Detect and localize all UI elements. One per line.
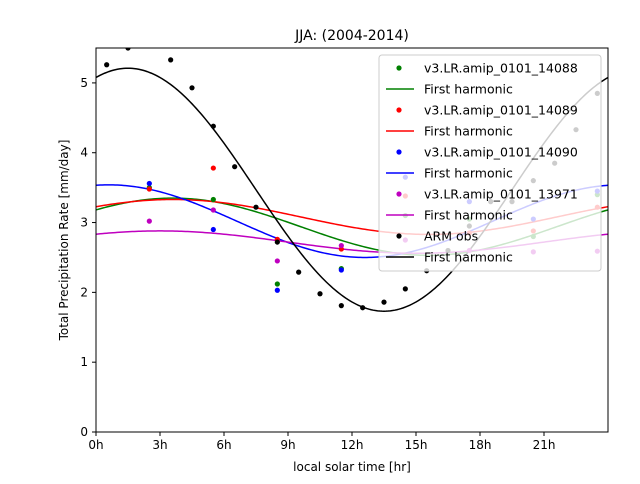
legend-marker-1: [396, 107, 402, 113]
x-tick-label-0: 0h: [88, 438, 103, 452]
data-point-4-10: [338, 303, 344, 309]
legend-label-6: v3.LR.amip_0101_13971: [424, 187, 578, 202]
legend-label-8: ARM obs: [424, 229, 478, 244]
data-point-4-0: [104, 62, 110, 68]
legend-box: [378, 54, 602, 272]
x-axis: 0h 3h 6h 9h 12h 15h 18h 21h: [88, 432, 555, 452]
data-point-0-1: [210, 196, 216, 203]
x-tick-label-7: 21h: [533, 438, 556, 452]
legend-label-2: v3.LR.amip_0101_14089: [424, 103, 578, 118]
data-point-4-12: [381, 299, 387, 305]
x-tick-label-2: 6h: [216, 438, 231, 452]
y-axis: 0 1 2 3 4 5: [80, 76, 96, 439]
data-point-4-1: [125, 48, 131, 51]
data-point-4-3: [189, 85, 195, 91]
y-tick-label-1: 1: [80, 355, 88, 369]
legend-label-1: First harmonic: [424, 82, 513, 97]
x-tick-label-3: 9h: [280, 438, 295, 452]
legend-marker-0: [396, 65, 402, 71]
y-tick-label-2: 2: [80, 285, 88, 299]
x-axis-label: local solar time [hr]: [293, 460, 411, 474]
data-point-4-11: [360, 305, 366, 311]
y-axis-label: Total Precipitation Rate [mm/day]: [57, 140, 71, 342]
data-point-1-1: [210, 165, 216, 171]
x-tick-label-4: 12h: [341, 438, 364, 452]
data-point-2-3: [338, 267, 344, 273]
x-tick-label-1: 3h: [152, 438, 167, 452]
data-point-4-13: [402, 286, 408, 292]
legend-label-9: First harmonic: [424, 250, 513, 265]
data-point-4-7: [274, 239, 280, 245]
legend-marker-3: [396, 191, 402, 197]
x-tick-label-5: 15h: [405, 438, 428, 452]
legend-label-3: First harmonic: [424, 124, 513, 139]
chart-title: JJA: (2004-2014): [294, 28, 409, 44]
data-point-3-0: [146, 218, 152, 224]
y-tick-label-3: 3: [80, 216, 88, 230]
data-point-3-3: [338, 242, 344, 249]
y-tick-label-5: 5: [80, 76, 88, 90]
data-point-4-8: [296, 269, 302, 275]
data-point-4-2: [168, 57, 174, 63]
data-point-1-0: [146, 186, 152, 192]
x-tick-label-6: 18h: [469, 438, 492, 452]
y-tick-label-4: 4: [80, 146, 88, 160]
data-point-2-2: [274, 287, 280, 293]
legend-label-7: First harmonic: [424, 208, 513, 223]
data-point-2-1: [210, 226, 216, 233]
y-tick-label-0: 0: [80, 425, 88, 439]
data-point-4-9: [317, 291, 323, 297]
data-point-4-6: [253, 204, 259, 210]
data-point-0-2: [274, 281, 280, 287]
data-point-3-1: [210, 207, 216, 213]
legend-marker-2: [396, 149, 402, 155]
legend: v3.LR.amip_0101_14088 First harmonic v3.LR…: [378, 54, 602, 272]
legend-label-0: v3.LR.amip_0101_14088: [424, 61, 578, 76]
legend-label-4: v3.LR.amip_0101_14090: [424, 145, 578, 160]
legend-marker-4: [396, 233, 402, 239]
data-point-2-0: [146, 180, 152, 187]
data-point-4-4: [210, 123, 216, 129]
data-point-4-5: [232, 164, 238, 170]
legend-label-5: First harmonic: [424, 166, 513, 181]
data-point-3-2: [274, 258, 280, 264]
